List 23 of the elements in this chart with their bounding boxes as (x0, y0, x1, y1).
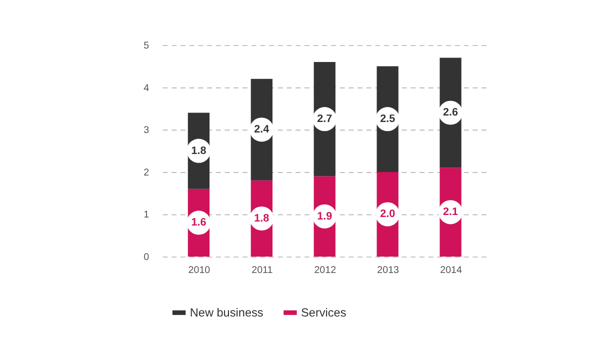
y-tick-label: 3 (144, 125, 150, 136)
data-label: 2.6 (443, 106, 458, 119)
data-label: 2.5 (380, 113, 396, 126)
x-tick-label: 2013 (377, 264, 400, 276)
y-tick-label: 5 (144, 40, 150, 52)
x-tick-label: 2010 (188, 264, 211, 276)
y-tick-label: 0 (144, 252, 150, 264)
legend-label: New business (190, 306, 264, 320)
x-tick-label: 2011 (252, 264, 273, 276)
y-tick-label: 4 (144, 82, 150, 94)
data-label: 1.8 (254, 212, 270, 224)
data-label: 1.8 (191, 144, 206, 157)
data-label: 2.7 (317, 113, 332, 126)
data-label: 2.0 (380, 208, 396, 220)
data-label: 2.4 (254, 124, 270, 136)
legend-label: Services (301, 306, 346, 320)
x-tick-label: 2014 (440, 264, 463, 276)
y-tick-label: 2 (144, 167, 150, 178)
x-tick-label: 2012 (314, 264, 336, 276)
data-label: 1.6 (191, 216, 206, 229)
data-label: 1.9 (317, 210, 332, 222)
y-tick-label: 1 (144, 210, 150, 221)
data-label: 2.1 (443, 206, 458, 218)
